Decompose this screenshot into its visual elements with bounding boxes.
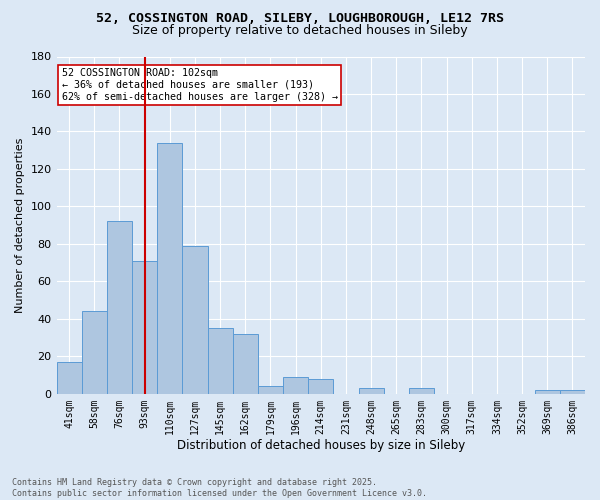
Bar bbox=[82, 312, 107, 394]
Text: Size of property relative to detached houses in Sileby: Size of property relative to detached ho… bbox=[132, 24, 468, 37]
X-axis label: Distribution of detached houses by size in Sileby: Distribution of detached houses by size … bbox=[176, 440, 465, 452]
Y-axis label: Number of detached properties: Number of detached properties bbox=[15, 138, 25, 313]
Bar bbox=[132, 261, 157, 394]
Bar bbox=[157, 142, 182, 394]
Text: 52, COSSINGTON ROAD, SILEBY, LOUGHBOROUGH, LE12 7RS: 52, COSSINGTON ROAD, SILEBY, LOUGHBOROUG… bbox=[96, 12, 504, 26]
Bar bbox=[283, 377, 308, 394]
Text: Contains HM Land Registry data © Crown copyright and database right 2025.
Contai: Contains HM Land Registry data © Crown c… bbox=[12, 478, 427, 498]
Bar bbox=[208, 328, 233, 394]
Bar bbox=[107, 222, 132, 394]
Bar bbox=[535, 390, 560, 394]
Bar bbox=[308, 379, 334, 394]
Bar bbox=[359, 388, 383, 394]
Bar bbox=[409, 388, 434, 394]
Bar bbox=[233, 334, 258, 394]
Bar bbox=[56, 362, 82, 394]
Text: 52 COSSINGTON ROAD: 102sqm
← 36% of detached houses are smaller (193)
62% of sem: 52 COSSINGTON ROAD: 102sqm ← 36% of deta… bbox=[62, 68, 338, 102]
Bar bbox=[182, 246, 208, 394]
Bar bbox=[560, 390, 585, 394]
Bar bbox=[258, 386, 283, 394]
